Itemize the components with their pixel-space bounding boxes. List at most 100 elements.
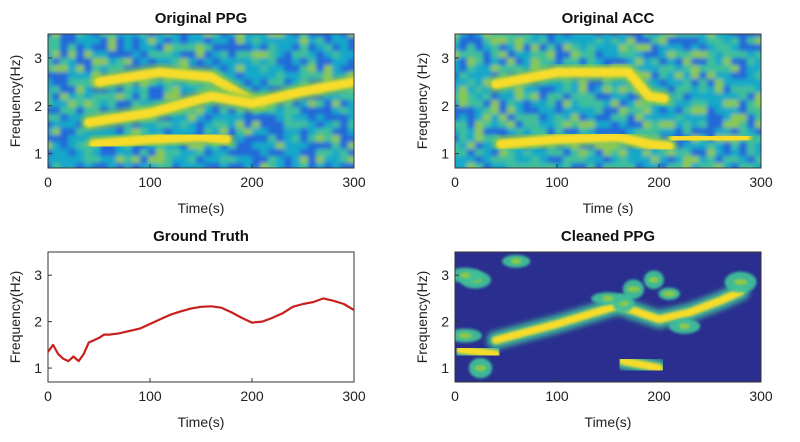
heatmap-cell [92, 86, 101, 94]
heatmap-cell [220, 44, 229, 52]
heatmap-cell [539, 58, 548, 71]
heatmap-cell [204, 149, 213, 157]
heatmap-cell [691, 114, 700, 127]
heatmap-cell [523, 149, 532, 162]
heatmap-cell [667, 100, 676, 113]
heatmap-cell [467, 93, 476, 106]
heatmap-cell [547, 163, 556, 168]
heatmap-cell [459, 121, 468, 134]
heatmap-cell [76, 114, 85, 122]
heatmap-cell [180, 149, 189, 157]
heatmap-cell [316, 156, 325, 164]
ppg-xtick-label: 200 [240, 174, 264, 190]
heatmap-cell [172, 44, 181, 52]
heatmap-cell [348, 128, 354, 136]
heatmap-cell [244, 51, 253, 59]
heatmap-cell [340, 107, 349, 115]
heatmap-cell [60, 163, 69, 168]
heatmap-cell [739, 86, 748, 99]
heatmap-cell [348, 156, 354, 164]
heatmap-cell [691, 93, 700, 106]
heatmap-cell [499, 65, 508, 78]
heatmap-cell [691, 170, 700, 183]
heatmap-cell [348, 93, 354, 101]
cleaned-blob-core-3 [626, 286, 641, 293]
heatmap-cell [108, 58, 117, 66]
heatmap-cell [260, 58, 269, 66]
heatmap-cell [108, 37, 117, 45]
heatmap-cell [76, 121, 85, 129]
acc-heatmap-ridges [487, 64, 754, 155]
heatmap-cell [723, 79, 732, 92]
heatmap-cell [60, 107, 69, 115]
heatmap-cell [611, 107, 620, 120]
heatmap-cell [60, 93, 69, 101]
heatmap-cell [300, 156, 309, 164]
ground-truth-line [48, 297, 354, 363]
heatmap-cell [627, 107, 636, 120]
heatmap-cell [755, 121, 761, 134]
heatmap-cell [611, 79, 620, 92]
heatmap-cell [324, 170, 333, 178]
heatmap-cell [499, 170, 508, 183]
heatmap-cell [276, 79, 285, 87]
heatmap-cell [332, 114, 341, 122]
heatmap-cell [220, 107, 229, 115]
heatmap-cell [284, 100, 293, 108]
heatmap-cell [499, 149, 508, 162]
heatmap-cell [619, 93, 628, 106]
heatmap-cell [196, 107, 205, 115]
heatmap-cell [68, 163, 77, 168]
heatmap-cell [555, 121, 564, 134]
heatmap-cell [491, 170, 500, 183]
heatmap-cell [60, 44, 69, 52]
heatmap-cell [651, 107, 660, 120]
heatmap-cell [595, 100, 604, 113]
heatmap-cell [747, 156, 756, 168]
heatmap-cell [276, 170, 285, 178]
heatmap-cell [300, 142, 309, 150]
heatmap-cell [236, 135, 245, 143]
heatmap-cell [587, 100, 596, 113]
heatmap-cell [348, 65, 354, 73]
heatmap-cell [579, 100, 588, 113]
heatmap-cell [244, 58, 253, 66]
heatmap-cell [52, 170, 61, 178]
heatmap-cell [252, 72, 261, 80]
heatmap-cell [723, 114, 732, 127]
ridge-core-0 [491, 67, 669, 104]
heatmap-cell [84, 156, 93, 164]
heatmap-cell [244, 79, 253, 87]
heatmap-cell [116, 163, 125, 168]
heatmap-cell [627, 114, 636, 127]
heatmap-cell [483, 135, 492, 148]
heatmap-cell [252, 128, 261, 136]
gt-axes-frame [47, 251, 355, 383]
heatmap-cell [76, 37, 85, 45]
heatmap-cell [348, 163, 354, 168]
heatmap-cell [100, 58, 109, 66]
heatmap-cell [252, 44, 261, 52]
heatmap-cell [316, 170, 325, 178]
heatmap-noise [455, 34, 772, 183]
heatmap-cell [332, 58, 341, 66]
heatmap-cell [627, 44, 636, 57]
heatmap-cell [292, 44, 301, 52]
heatmap-cell [515, 156, 524, 168]
heatmap-cell [619, 163, 628, 168]
heatmap-cell [76, 163, 85, 168]
cleaned-blob-core-5 [648, 276, 660, 283]
heatmap-cell [483, 79, 492, 92]
heatmap-cell [236, 72, 245, 80]
heatmap-cell [132, 128, 141, 136]
heatmap-cell [60, 156, 69, 164]
heatmap-cell [164, 86, 173, 94]
heatmap-cell [244, 72, 253, 80]
heatmap-cell [579, 156, 588, 168]
heatmap-cell [316, 44, 325, 52]
heatmap-cell [651, 100, 660, 113]
heatmap-cell [683, 51, 692, 64]
heatmap-cell [763, 79, 772, 92]
heatmap-cell [228, 170, 237, 178]
heatmap-cell [523, 86, 532, 99]
